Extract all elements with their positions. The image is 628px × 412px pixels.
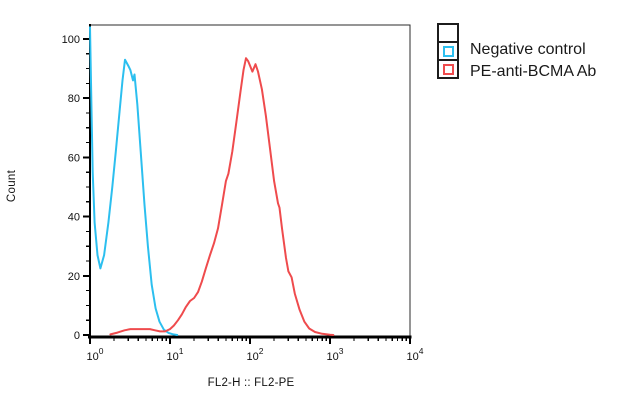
legend-labels: Negative control PE-anti-BCMA Ab [470,39,628,83]
y-tick-label: 60 [68,152,80,164]
legend-box-empty [437,23,459,43]
x-tick-label: 103 [327,346,344,363]
x-tick-label: 100 [87,346,104,363]
legend-label-pe-anti-bcma: PE-anti-BCMA Ab [470,63,597,80]
y-tick-label: 80 [68,93,80,105]
y-tick-label: 40 [68,212,80,224]
plot-frame [89,24,411,338]
legend-label-negative-control: Negative control [470,41,586,58]
y-tick-label: 100 [62,34,80,46]
negative-control-swatch-icon [442,45,454,57]
histogram-curve-negative-control [89,26,179,336]
histogram-curve-pe-anti-bcma [109,57,335,336]
y-axis-title: Count [6,169,18,203]
x-tick-label: 104 [407,346,424,363]
x-tick-label: 101 [167,346,184,363]
legend-box-negative-control [437,41,459,61]
legend-swatch-column [437,23,459,79]
y-tick-label: 0 [74,330,80,342]
y-tick-label: 20 [68,271,80,283]
x-tick-label: 102 [247,346,264,363]
legend-box-pe-anti-bcma [437,59,459,79]
x-axis-title: FL2-H :: FL2-PE [207,377,295,389]
pe-anti-bcma-swatch-icon [442,63,454,75]
